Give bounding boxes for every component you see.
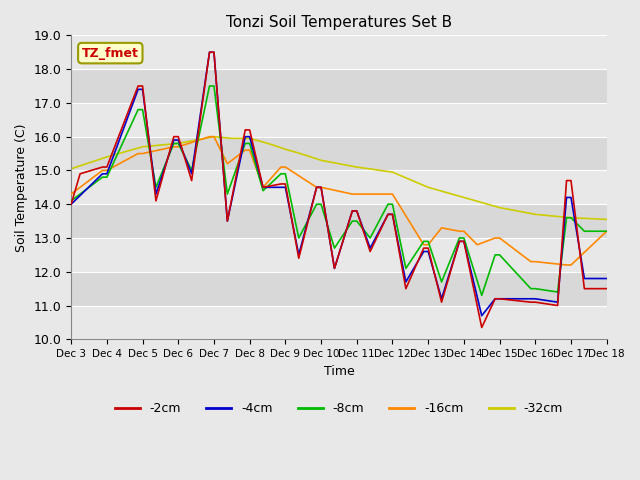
Legend: -2cm, -4cm, -8cm, -16cm, -32cm: -2cm, -4cm, -8cm, -16cm, -32cm (109, 397, 568, 420)
Bar (71, 170, 607, 204)
Bar (71, 103, 607, 137)
Bar (71, 272, 607, 306)
Bar (71, 238, 607, 272)
Bar (71, 36, 607, 69)
Bar (71, 204, 607, 238)
Bar (71, 69, 607, 103)
Title: Tonzi Soil Temperatures Set B: Tonzi Soil Temperatures Set B (226, 15, 452, 30)
Text: TZ_fmet: TZ_fmet (82, 47, 139, 60)
Y-axis label: Soil Temperature (C): Soil Temperature (C) (15, 123, 28, 252)
Bar (71, 306, 607, 339)
X-axis label: Time: Time (324, 365, 355, 378)
Bar (71, 137, 607, 170)
